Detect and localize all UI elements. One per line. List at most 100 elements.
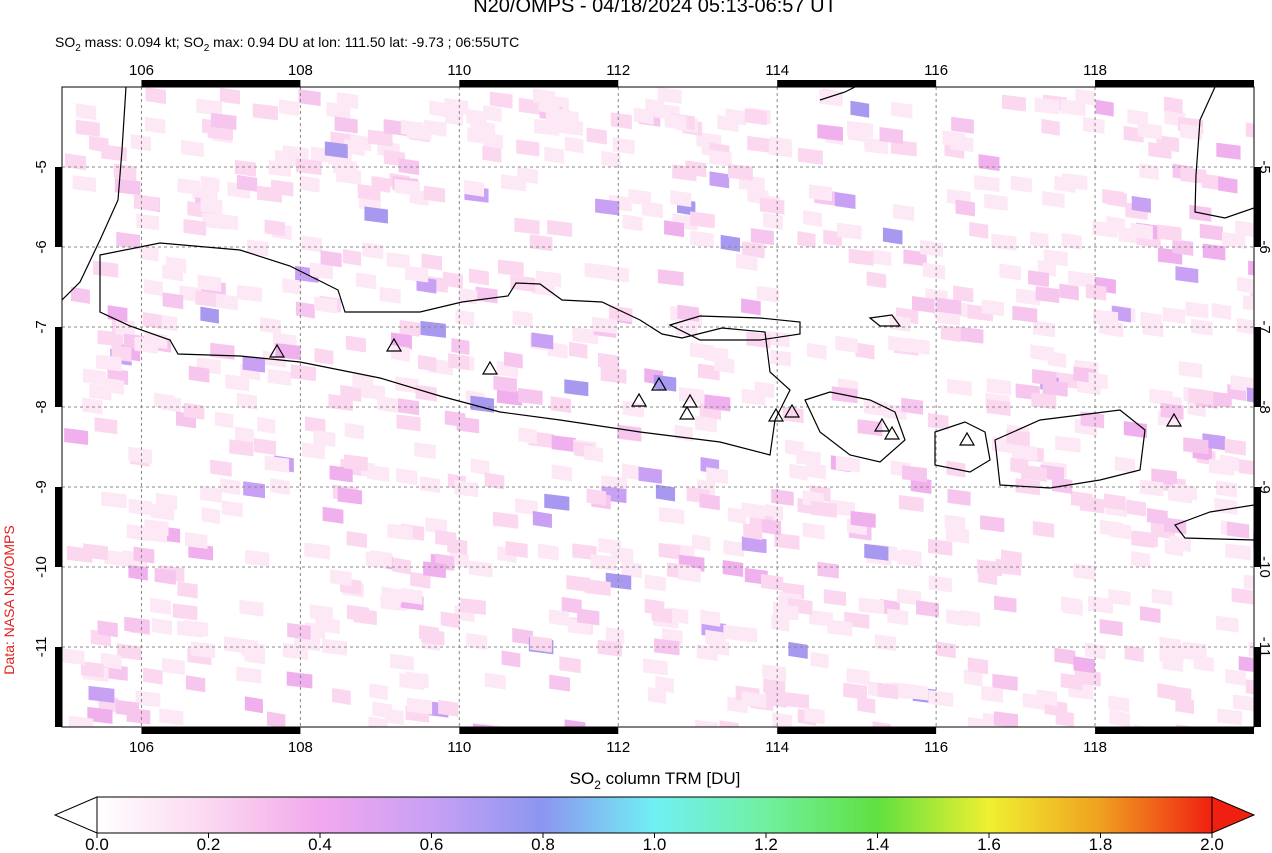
x-tick-label: 106 — [129, 739, 154, 756]
pixel — [551, 464, 572, 482]
pixel — [1088, 595, 1112, 613]
pixel — [741, 536, 767, 554]
pixel — [1030, 344, 1054, 362]
pixel — [1214, 497, 1238, 515]
pixel — [586, 488, 607, 506]
pixel — [68, 715, 94, 727]
pixel — [113, 163, 137, 181]
pixel — [879, 126, 903, 144]
pixel — [130, 134, 152, 152]
pixel — [953, 285, 974, 303]
pixel — [577, 608, 600, 626]
pixel — [1236, 276, 1254, 294]
pixel — [1085, 283, 1107, 301]
pixel — [1218, 176, 1238, 194]
pixel — [806, 342, 827, 360]
pixel — [617, 424, 642, 442]
pixel — [1109, 522, 1132, 540]
pixel — [907, 337, 930, 355]
pixel — [999, 263, 1022, 281]
pixel — [400, 119, 424, 137]
pixel — [762, 212, 783, 230]
pixel — [817, 561, 839, 579]
pixel — [518, 427, 537, 445]
pixel — [512, 627, 533, 645]
pixel — [1164, 96, 1183, 114]
pixel — [390, 653, 414, 671]
pixel — [1061, 596, 1082, 614]
pixel — [1191, 318, 1213, 336]
pixel — [253, 438, 277, 456]
pixel — [1193, 654, 1214, 672]
pixel — [1245, 679, 1254, 695]
pixel — [421, 628, 445, 646]
pixel — [714, 356, 735, 374]
pixel — [236, 174, 258, 192]
pixel — [1106, 215, 1126, 233]
pixel — [955, 199, 975, 217]
pixel — [381, 586, 402, 604]
pixel — [584, 579, 611, 597]
pixel — [267, 711, 286, 727]
pixel — [128, 498, 153, 516]
pixel — [981, 685, 1004, 703]
pixel — [151, 618, 172, 636]
pixel — [759, 197, 785, 215]
pixel — [763, 678, 786, 696]
pixel — [1016, 288, 1041, 306]
frame-bar — [777, 80, 937, 87]
pixel — [210, 459, 232, 477]
pixel — [162, 292, 184, 310]
pixel — [1082, 116, 1105, 134]
pixel — [657, 87, 682, 105]
volcano — [1165, 412, 1183, 427]
pixel — [1093, 309, 1119, 327]
colorbar-tick-label: 1.6 — [977, 835, 1001, 853]
colorbar-tick-label: 1.0 — [643, 835, 667, 853]
colorbar-tick-label: 1.2 — [754, 835, 778, 853]
pixel — [396, 468, 418, 486]
pixel — [518, 387, 543, 405]
pixel — [1068, 270, 1094, 288]
frame-bar — [55, 327, 62, 407]
pixel — [720, 234, 741, 252]
colorbar-under — [53, 796, 98, 834]
pixel — [1211, 303, 1232, 321]
pixel — [243, 481, 265, 499]
pixel — [468, 268, 489, 286]
pixel — [484, 472, 505, 490]
pixel — [96, 354, 122, 372]
pixel — [1176, 724, 1196, 727]
pixel — [756, 285, 779, 303]
pixel — [421, 253, 443, 271]
pixel — [1180, 166, 1207, 184]
pixel — [264, 455, 290, 473]
pixel — [788, 641, 808, 659]
coastline — [1194, 87, 1254, 219]
colorbar-label-part: 2 — [594, 778, 601, 792]
pixel — [1060, 673, 1083, 691]
pixel — [216, 293, 238, 311]
pixel — [1034, 97, 1060, 115]
pixel — [302, 442, 325, 460]
pixel — [1114, 456, 1136, 474]
pixel — [1185, 301, 1209, 319]
pixel — [368, 716, 388, 727]
pixel — [484, 672, 506, 690]
pixel — [584, 445, 603, 463]
pixel — [981, 299, 1004, 317]
subtitle-part: 2 — [75, 43, 81, 54]
pixel — [621, 463, 641, 481]
coastline — [934, 421, 991, 473]
pixel — [190, 641, 216, 659]
pixel — [768, 140, 793, 158]
pixel — [817, 124, 843, 142]
pixel — [823, 589, 847, 607]
pixel — [301, 235, 322, 253]
pixel — [83, 543, 108, 561]
pixel — [1073, 563, 1096, 581]
pixel — [1059, 283, 1079, 301]
pixel — [1139, 479, 1164, 497]
pixel — [315, 617, 340, 635]
pixel — [1216, 142, 1241, 160]
